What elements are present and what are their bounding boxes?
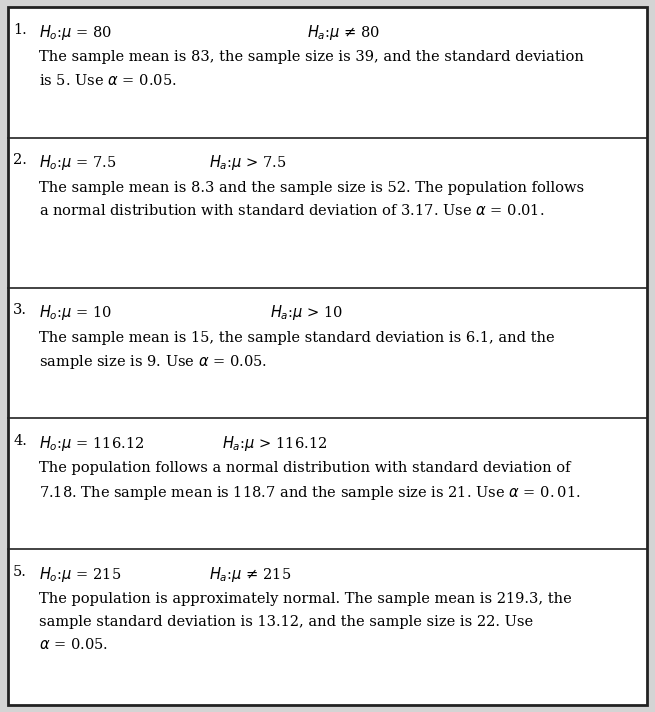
Text: The sample mean is 83, the sample size is 39, and the standard deviation: The sample mean is 83, the sample size i… <box>39 50 584 64</box>
Text: a normal distribution with standard deviation of 3.17. Use $\alpha$ = 0.01.: a normal distribution with standard devi… <box>39 204 545 219</box>
Text: 1.: 1. <box>13 23 27 37</box>
Text: $H_a$:$\mu$ ≠ 215: $H_a$:$\mu$ ≠ 215 <box>210 565 291 584</box>
Text: $H_o$:$\mu$ = 80: $H_o$:$\mu$ = 80 <box>39 23 113 42</box>
Text: 4.: 4. <box>13 434 27 448</box>
Text: The sample mean is 15, the sample standard deviation is 6.1, and the: The sample mean is 15, the sample standa… <box>39 330 555 345</box>
Text: $H_o$:$\mu$ = 10: $H_o$:$\mu$ = 10 <box>39 303 113 323</box>
Text: 7.18. The sample mean is 118.7 and the sample size is 21. Use $\alpha$ = 0. 01.: 7.18. The sample mean is 118.7 and the s… <box>39 484 581 502</box>
Text: The sample mean is 8.3 and the sample size is 52. The population follows: The sample mean is 8.3 and the sample si… <box>39 181 584 194</box>
Text: $H_a$:$\mu$ > 116.12: $H_a$:$\mu$ > 116.12 <box>221 434 327 453</box>
Text: $H_a$:$\mu$ > 7.5: $H_a$:$\mu$ > 7.5 <box>210 154 287 172</box>
Text: $H_a$:$\mu$ > 10: $H_a$:$\mu$ > 10 <box>271 303 343 323</box>
Text: sample standard deviation is 13.12, and the sample size is 22. Use: sample standard deviation is 13.12, and … <box>39 614 533 629</box>
Text: $\alpha$ = 0.05.: $\alpha$ = 0.05. <box>39 637 108 652</box>
Text: $H_o$:$\mu$ = 7.5: $H_o$:$\mu$ = 7.5 <box>39 154 117 172</box>
Text: $H_o$:$\mu$ = 116.12: $H_o$:$\mu$ = 116.12 <box>39 434 145 453</box>
Text: sample size is 9. Use $\alpha$ = 0.05.: sample size is 9. Use $\alpha$ = 0.05. <box>39 353 267 371</box>
Text: 5.: 5. <box>13 565 27 579</box>
Text: The population follows a normal distribution with standard deviation of: The population follows a normal distribu… <box>39 461 571 475</box>
Text: 3.: 3. <box>13 303 27 318</box>
Text: $H_a$:$\mu$ ≠ 80: $H_a$:$\mu$ ≠ 80 <box>307 23 380 42</box>
FancyBboxPatch shape <box>8 7 647 705</box>
Text: is 5. Use $\alpha$ = 0.05.: is 5. Use $\alpha$ = 0.05. <box>39 73 177 88</box>
Text: $H_o$:$\mu$ = 215: $H_o$:$\mu$ = 215 <box>39 565 122 584</box>
Text: 2.: 2. <box>13 154 27 167</box>
Text: The population is approximately normal. The sample mean is 219.3, the: The population is approximately normal. … <box>39 592 572 606</box>
